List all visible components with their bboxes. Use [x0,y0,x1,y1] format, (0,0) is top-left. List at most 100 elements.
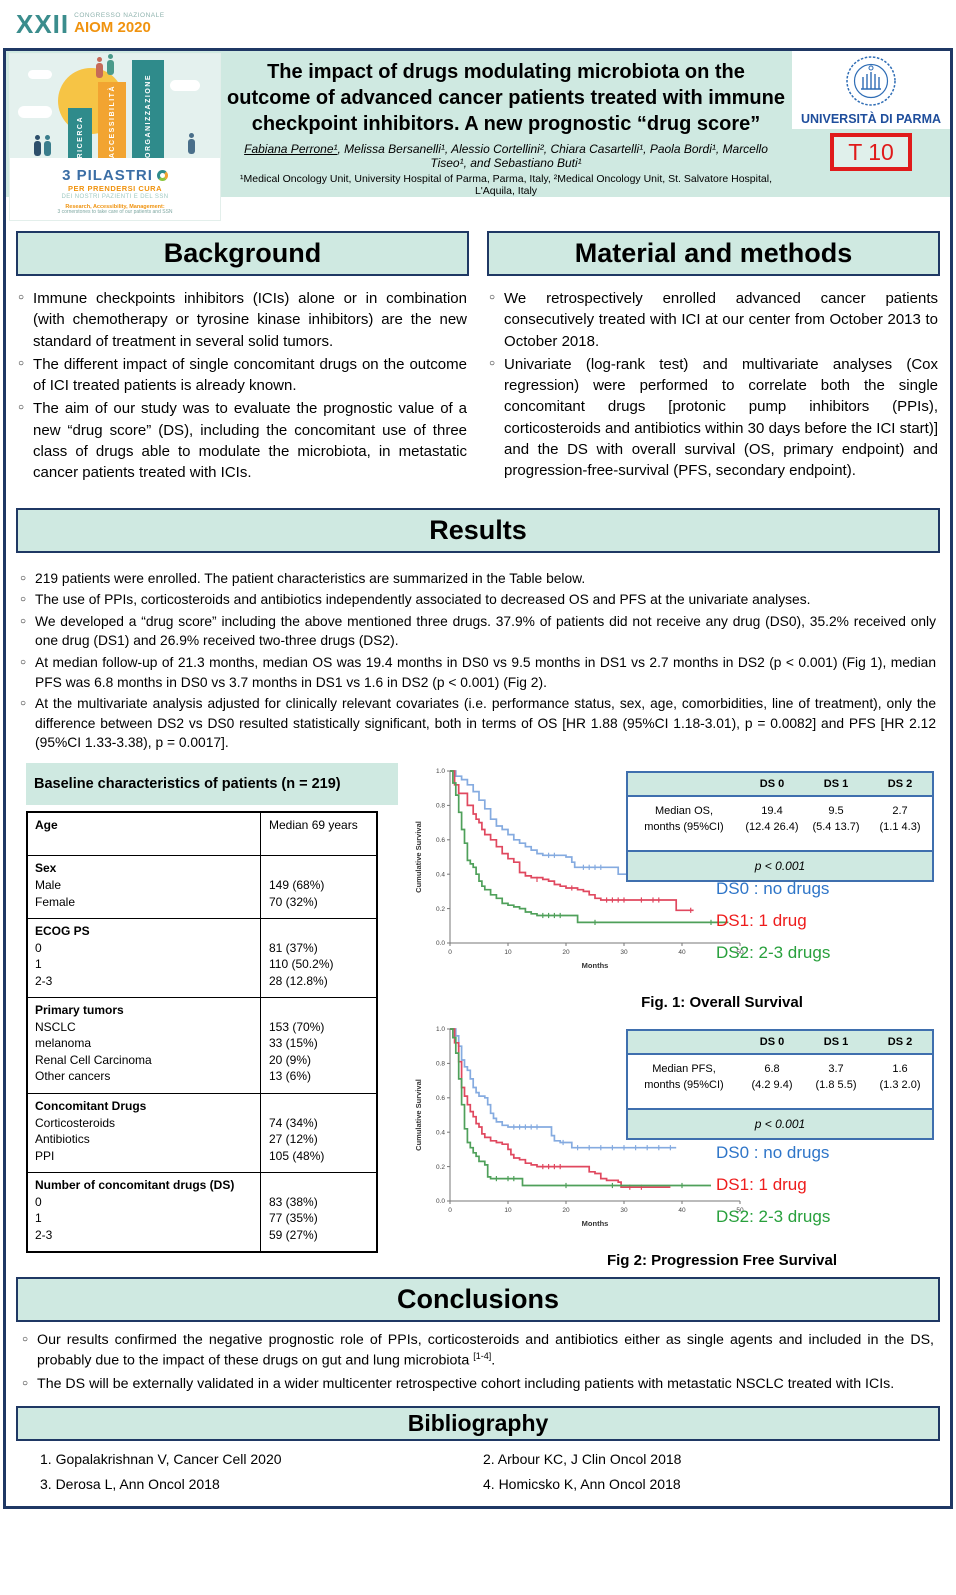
two-column-section: Background ○ Immune checkpoints inhibitor… [6,197,950,486]
bullet-item: ○ At the multivariate analysis adjusted f… [20,694,936,753]
svg-text:1.0: 1.0 [436,1026,445,1033]
poster-frame: RICERCA ACCESSIBILITÀ ORGANIZZAZIONE 3 P… [3,48,953,1510]
pillars-title: 3 PILASTRI [62,167,153,185]
conclusions-section: Conclusions ○ Our results confirmed the n… [6,1276,950,1399]
svg-text:40: 40 [678,1207,686,1214]
bullet-marker-icon: ○ [20,572,27,584]
background-section: Background ○ Immune checkpoints inhibitor… [16,231,469,486]
svg-text:30: 30 [620,1207,628,1214]
person-figure [107,54,114,75]
first-author: Fabiana Perrone¹ [244,142,338,156]
row-label-cell: Age [35,817,58,832]
svg-text:0.8: 0.8 [436,1060,445,1067]
authors-line: Fabiana Perrone¹, Melissa Bersanelli¹, A… [226,142,786,170]
stats-col-header: DS 2 [887,777,913,790]
svg-text:0: 0 [448,1207,452,1214]
conclusions-heading: Conclusions [16,1276,940,1322]
aiom-logo-icon [156,170,168,182]
pillar-bar-label: ACCESSIBILITÀ [108,84,116,158]
cloud-shape [170,80,200,91]
stats-col-header: DS 1 [823,1035,849,1048]
svg-text:20: 20 [562,1207,570,1214]
results-heading: Results [16,507,940,553]
bullet-text: We developed a “drug score” including th… [35,613,936,649]
bullet-text: The use of PPIs, corticosteroids and ant… [35,592,811,608]
os-legend: DS0 : no drugs DS1: 1 drug DS2: 2-3 drugs [716,879,926,975]
background-heading: Background [16,231,469,276]
figure-pfs: 0.0 0.2 0.4 0.6 0.8 1.0 0 10 20 30 40 50 Months Cumul… [412,1021,940,1269]
pillar-bar: ACCESSIBILITÀ [98,82,126,158]
bullet-marker-icon: ○ [18,402,25,414]
legend-item: DS1: 1 drug [716,910,807,930]
figures-column: 0.0 0.2 0.4 0.6 0.8 1.0 0 10 20 30 40 50 Months Cumul… [412,763,940,1269]
reference-item: 2. Arbour KC, J Clin Oncol 2018 [483,1451,682,1468]
bullet-text: Our results confirmed the negative progn… [37,1331,934,1370]
bullet-marker-icon: ○ [20,594,27,606]
stats-corner-cell [628,1031,740,1053]
pfs-legend: DS0 : no drugs DS1: 1 drug DS2: 2-3 drugs [716,1143,926,1239]
bullet-text: The different impact of single concomita… [33,355,467,395]
bullet-item: ○ We developed a “drug score” including t… [20,612,936,651]
stats-row-label: Median OS, months (95%CI) [644,804,724,834]
results-bullets: ○ 219 patients were enrolled. The patient… [16,553,940,761]
pillars-footnote1: Research, Accessibility, Management: [65,203,165,210]
bullet-text: 219 patients were enrolled. The patient … [35,570,586,586]
pillar-bar: ORGANIZZAZIONE [132,60,164,158]
svg-text:0.0: 0.0 [436,1198,445,1205]
pillars-footnote2: 3 cornerstones to take care of our patie… [57,209,173,216]
svg-text:0.2: 0.2 [436,1164,445,1171]
congress-poster-illustration: RICERCA ACCESSIBILITÀ ORGANIZZAZIONE 3 P… [10,54,220,220]
bullet-text: The aim of our study was to evaluate the… [33,400,467,482]
congress-name: AIOM 2020 [74,18,151,36]
stats-col-header: DS 1 [823,777,849,790]
person-figure [188,133,195,154]
row-label-cell: ECOG PS 0 1 2-3 [35,924,90,988]
svg-text:10: 10 [504,949,512,956]
bibliography-list: 1. Gopalakrishnan V, Cancer Cell 2020 2. … [16,1441,940,1506]
stats-value-cell: 3.7 (1.8 5.5) [815,1062,857,1092]
svg-text:Cumulative Survival: Cumulative Survival [414,1079,423,1151]
university-emblem-icon [846,56,896,106]
row-value-cell: 81 (37%) 110 (50.2%) 28 (12.8%) [260,919,376,998]
bullet-text: At median follow-up of 21.3 months, medi… [35,654,936,690]
congress-numeral: XXII [16,8,70,39]
background-bullets: ○ Immune checkpoints inhibitors (ICIs) al… [16,276,469,484]
row-label-cell: Sex Male Female [35,861,76,909]
bibliography-heading: Bibliography [16,1406,940,1442]
stats-value-cell: 6.8 (4.2 9.4) [751,1062,793,1092]
reference-item: 1. Gopalakrishnan V, Cancer Cell 2020 [40,1451,282,1468]
aiom-congress-logo: XXII CONGRESSO NAZIONALE AIOM 2020 [16,9,165,40]
svg-text:0.4: 0.4 [436,1129,445,1136]
bullet-item: ○ The DS will be externally validated in … [22,1374,934,1395]
pfs-stats-table: DS 0 DS 1 DS 2 Median PFS, months (95%CI)… [626,1028,934,1140]
svg-text:30: 30 [620,949,628,956]
p-value: p < 0.001 [628,1107,932,1138]
bullet-text: Immune checkpoints inhibitors (ICIs) alo… [33,290,467,350]
row-value-cell: Median 69 years [260,812,376,856]
bibliography-section: Bibliography 1. Gopalakrishnan V, Cancer… [6,1406,950,1506]
svg-text:0.0: 0.0 [436,940,445,947]
bullet-item: ○ 219 patients were enrolled. The patient… [20,569,936,589]
patient-table: Age Median 69 years Sex Male Female 149 (68%… [26,810,378,1254]
bullet-text: The DS will be externally validated in a… [37,1375,895,1392]
svg-text:Months: Months [582,1219,609,1228]
svg-text:Cumulative Survival: Cumulative Survival [414,821,423,893]
bullet-item: ○ The use of PPIs, corticosteroids and an… [20,590,936,610]
patient-table-title: Baseline characteristics of patients (n … [26,762,398,805]
stats-col-header: DS 2 [887,1035,913,1048]
top-strip: XXII CONGRESSO NAZIONALE AIOM 2020 [0,0,956,48]
stats-corner-cell [628,773,740,795]
svg-text:40: 40 [678,949,686,956]
bullet-marker-icon: ○ [18,357,25,369]
pfs-caption: Fig 2: Progression Free Survival [606,1251,838,1269]
person-figure [34,135,41,156]
conclusions-bullets: ○ Our results confirmed the negative prog… [16,1322,940,1399]
row-value-cell: 83 (38%) 77 (35%) 59 (27%) [260,1173,376,1252]
bullet-marker-icon: ○ [20,656,27,668]
legend-item: DS1: 1 drug [716,1174,807,1194]
poster-title: The impact of drugs modulating microbiot… [227,61,785,135]
methods-bullets: ○ We retrospectively enrolled advanced ca… [487,276,940,482]
person-figure [44,135,51,156]
pillar-bar: RICERCA [68,108,92,158]
svg-text:Months: Months [582,961,609,970]
